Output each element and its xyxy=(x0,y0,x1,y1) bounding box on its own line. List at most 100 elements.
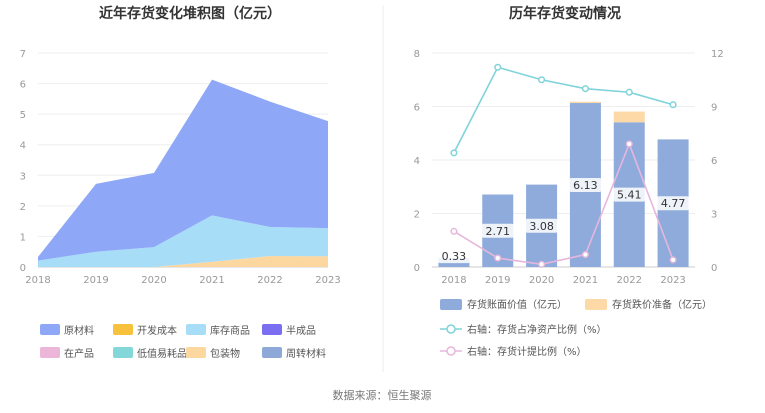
bar-label-bg xyxy=(613,187,646,202)
line-point xyxy=(538,260,546,268)
impairment-bar xyxy=(613,111,645,123)
bar-label-bg xyxy=(657,196,690,211)
left-legend-swatch xyxy=(186,324,206,335)
left-y-tick-label: 5 xyxy=(20,110,26,121)
left-y-tick-label: 7 xyxy=(20,49,26,60)
left-y-tick-label: 2 xyxy=(20,202,26,213)
right-legend-label: 右轴：存货占净资产比例（%） xyxy=(467,323,607,336)
right-legend-marker xyxy=(446,346,456,356)
left-legend-label: 周转材料 xyxy=(286,347,326,360)
left-legend-label: 库存商品 xyxy=(210,324,250,337)
line-point xyxy=(494,63,502,71)
right-y-right-tick-label: 3 xyxy=(711,210,717,221)
left-legend-swatch xyxy=(262,347,282,358)
left-legend-label: 包装物 xyxy=(210,347,240,360)
left-legend-swatch xyxy=(113,347,133,358)
right-y-left-tick-label: 6 xyxy=(414,103,420,114)
left-y-tick-label: 1 xyxy=(20,232,26,243)
right-grid xyxy=(432,52,695,268)
left-x-tick-label: 2020 xyxy=(141,275,166,286)
right-legend: 存货账面价值（亿元） 存货跌价准备（亿元） 右轴：存货占净资产比例（%） 右轴：存货计… xyxy=(440,298,712,358)
bar-label-bg xyxy=(569,178,602,193)
right-legend-label: 右轴：存货计提比例（%） xyxy=(467,345,587,358)
left-legend-swatch xyxy=(186,347,206,358)
right-x-tick-label: 2018 xyxy=(441,275,466,286)
right-chart: 历年存货变动情况 0.332.71 3.086.135.414.77 02468 … xyxy=(414,5,724,358)
line-point xyxy=(669,256,677,264)
right-y-right-tick-label: 6 xyxy=(711,156,717,167)
right-legend-swatch xyxy=(440,299,462,310)
line-series-3 xyxy=(453,141,674,266)
left-x-tick-label: 2023 xyxy=(315,275,340,286)
bar-data-label: 4.77 xyxy=(661,197,686,210)
right-y-left-tick-label: 2 xyxy=(414,210,420,221)
right-legend-label: 存货跌价准备（亿元） xyxy=(612,298,712,311)
left-y-tick-label: 0 xyxy=(20,263,26,274)
right-legend-label: 存货账面价值（亿元） xyxy=(467,298,567,311)
left-legend-swatch xyxy=(262,324,282,335)
left-legend-swatch xyxy=(40,347,60,358)
bar-data-label: 0.33 xyxy=(442,250,467,263)
line-point xyxy=(450,149,458,157)
line-point xyxy=(669,101,677,109)
bar-data-label: 6.13 xyxy=(573,179,598,192)
right-legend-marker xyxy=(446,324,456,334)
left-y-tick-label: 3 xyxy=(20,171,26,182)
right-x-ticks: 2018 2019 2020 2021 2022 2023 xyxy=(441,275,686,286)
left-legend-swatch xyxy=(113,324,133,335)
line-point xyxy=(494,254,502,262)
line-point xyxy=(625,88,633,96)
right-x-tick-label: 2022 xyxy=(617,275,642,286)
right-x-tick-label: 2019 xyxy=(485,275,510,286)
left-legend-label: 开发成本 xyxy=(137,324,177,337)
right-lines xyxy=(450,63,677,268)
left-x-ticks: 2018 2019 2020 2021 2022 2023 xyxy=(25,275,340,286)
bar-label-bg xyxy=(437,249,470,264)
left-x-tick-label: 2021 xyxy=(199,275,224,286)
left-area-6 xyxy=(38,255,328,267)
line-point xyxy=(538,76,546,84)
left-area-0 xyxy=(38,79,328,261)
right-x-tick-label: 2021 xyxy=(573,275,598,286)
right-chart-title: 历年存货变动情况 xyxy=(509,5,621,22)
left-legend-label: 原材料 xyxy=(64,324,94,337)
impairment-bar xyxy=(569,101,601,104)
left-y-tick-label: 6 xyxy=(20,80,26,91)
left-legend-label: 半成品 xyxy=(286,324,316,337)
left-areas xyxy=(38,79,328,267)
right-y-right-tick-label: 9 xyxy=(711,103,717,114)
line-point xyxy=(581,85,589,93)
right-y-right-tick-label: 0 xyxy=(711,263,717,274)
bar-data-label: 3.08 xyxy=(529,220,554,233)
left-x-tick-label: 2019 xyxy=(83,275,108,286)
right-bars xyxy=(438,101,689,268)
line-point xyxy=(581,250,589,259)
left-legend-label: 低值易耗品 xyxy=(137,347,187,360)
left-legend-swatch xyxy=(40,324,60,335)
right-y-left-tick-label: 0 xyxy=(414,263,420,274)
line-point xyxy=(625,140,633,148)
bar-label-bg xyxy=(481,223,514,238)
left-area-2 xyxy=(38,215,328,267)
left-legend-label: 在产品 xyxy=(64,347,94,360)
right-y-left-tick-label: 8 xyxy=(414,49,420,60)
right-bar-labels: 0.33 2.71 3.08 6.13 5.41 4.77 xyxy=(437,178,690,264)
bar-data-label: 5.41 xyxy=(617,189,642,202)
right-y-left-tick-label: 4 xyxy=(414,156,420,167)
right-x-tick-label: 2020 xyxy=(529,275,554,286)
bar-data-label: 2.71 xyxy=(486,225,511,238)
source-text: 数据来源：恒生聚源 xyxy=(333,388,432,402)
right-legend-swatch xyxy=(585,299,607,310)
line-point xyxy=(450,227,458,235)
right-x-tick-label: 2023 xyxy=(660,275,685,286)
line-series-2 xyxy=(453,66,674,154)
bar-label-bg xyxy=(525,218,558,233)
right-y-ticks-right: 0 3 6 9 12 xyxy=(711,49,724,274)
left-y-ticks: 0 1 2 3 4 5 6 7 xyxy=(20,49,26,274)
left-y-tick-label: 4 xyxy=(20,141,26,152)
right-y-right-tick-label: 12 xyxy=(711,49,724,60)
right-y-ticks-left: 0 2 4 6 8 xyxy=(414,49,420,274)
